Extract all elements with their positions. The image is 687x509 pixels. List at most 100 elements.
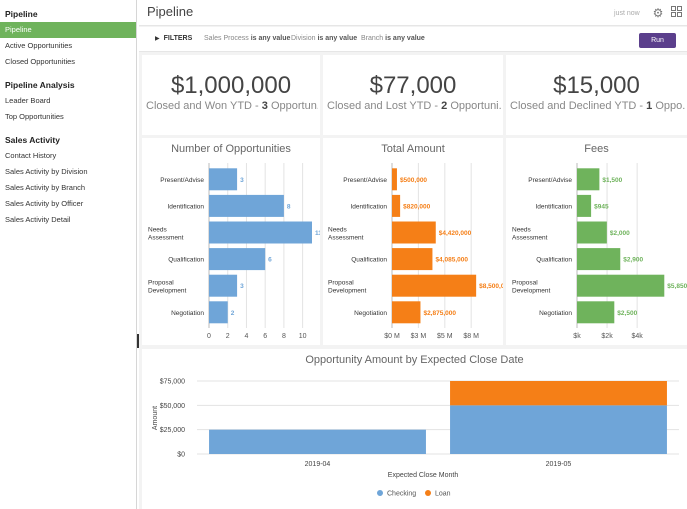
bar [209, 248, 266, 271]
y-tick-label: Needs [512, 227, 532, 234]
data-label: $2,500 [617, 310, 637, 317]
data-label: 3 [240, 177, 244, 184]
y-tick-label: $75,000 [160, 379, 185, 386]
kpi-card-declined: $15,000 Closed and Declined YTD - 1 Oppo… [506, 55, 687, 135]
y-tick-label: Identification [168, 203, 205, 210]
sidebar-item-leader-board[interactable]: Leader Board [5, 96, 51, 105]
x-tick-label: 0 [207, 333, 211, 340]
chart-card-fees: Fees $k $2k $4k $1,500 Present/Advise $945 Ide… [506, 138, 687, 345]
bar [577, 248, 621, 271]
bar [392, 221, 436, 244]
gear-icon[interactable]: ⚙ [652, 6, 664, 20]
sidebar-item-closed-opportunities[interactable]: Closed Opportunities [5, 57, 76, 66]
data-label: $1,500 [602, 177, 622, 184]
x-tick-label: $k [573, 333, 581, 340]
kpi-card-won: $1,000,000 Closed and Won YTD - 3 Opport… [142, 55, 320, 135]
data-label: $2,000 [610, 230, 630, 237]
filter-branch[interactable]: Branch is any value [361, 35, 425, 42]
legend-marker [425, 490, 431, 496]
data-label: $500,000 [400, 177, 427, 184]
bar-segment [209, 429, 426, 454]
sidebar-item-sales-activity-by-officer[interactable]: Sales Activity by Officer [5, 199, 84, 208]
sidebar-item-top-opportunities[interactable]: Top Opportunities [5, 112, 64, 121]
data-label: $2,900 [623, 257, 643, 264]
data-label: $5,850 [667, 283, 687, 290]
x-tick-label: 10 [299, 333, 307, 340]
bar [577, 194, 592, 217]
kpi-value: $1,000,000 [170, 72, 292, 99]
sidebar-item-sales-activity-by-division[interactable]: Sales Activity by Division [5, 167, 88, 176]
bar [392, 168, 397, 191]
bar [209, 194, 284, 217]
sidebar-item-pipeline[interactable]: Pipeline [0, 22, 136, 38]
data-label: 8 [287, 203, 291, 210]
filter-division[interactable]: Division is any value [291, 35, 357, 42]
data-label: 2 [231, 310, 235, 317]
data-label: $4,420,000 [439, 230, 472, 237]
y-tick-label: Proposal [148, 280, 174, 287]
sidebar-item-contact-history[interactable]: Contact History [5, 151, 57, 160]
top-bar: Pipeline just now ⚙ [139, 0, 687, 26]
data-label: 6 [268, 257, 272, 264]
data-label: $8,500,000 [479, 283, 503, 290]
data-label: $945 [594, 203, 609, 210]
x-tick-label: $3 M [411, 333, 427, 340]
bar [209, 301, 228, 324]
x-tick-label: 6 [263, 333, 267, 340]
x-axis-label: Expected Close Month [388, 472, 459, 479]
grid-icon[interactable] [669, 6, 683, 20]
bar-chart-total-amount: $0 M $3 M $5 M $8 M $500,000 Present/Advise $8… [328, 163, 503, 340]
y-tick-label: Qualification [168, 257, 204, 264]
x-tick-label: $8 M [463, 333, 479, 340]
caret-right-icon: ▶ [155, 36, 160, 42]
bar-chart-fees: $k $2k $4k $1,500 Present/Advise $945 Identifi… [512, 163, 687, 340]
sidebar-resize-handle[interactable] [137, 334, 139, 348]
filter-name: Sales Process [204, 35, 249, 42]
kpi-value: $15,000 [553, 72, 640, 99]
legend-label: Loan [435, 491, 451, 498]
y-tick-label: Negotiation [354, 310, 387, 317]
x-tick-label: 8 [282, 333, 286, 340]
bar [392, 248, 433, 271]
chart-card-total-amount: Total Amount $0 M $3 M $5 M $8 M $500,000 Pre… [323, 138, 503, 345]
bar [577, 274, 665, 297]
data-label: $2,875,000 [423, 310, 456, 317]
y-tick-label: Development [148, 288, 186, 295]
page-title: Pipeline [147, 4, 194, 19]
bar [392, 274, 477, 297]
run-button[interactable]: Run [639, 33, 676, 48]
y-tick-label: Proposal [512, 280, 538, 287]
sidebar-item-sales-activity-detail[interactable]: Sales Activity Detail [5, 215, 71, 224]
filters-label: FILTERS [163, 35, 193, 42]
y-tick-label: Assessment [512, 235, 548, 242]
kpi-label: Closed and Won YTD - 3 Opportun... [146, 100, 318, 112]
filter-value: is any value [317, 35, 358, 42]
chart-card-opportunities: Number of Opportunities 0 2 4 6 8 10 3 Present/… [142, 138, 320, 345]
y-tick-label: Development [512, 288, 550, 295]
chart-title: Opportunity Amount by Expected Close Dat… [305, 354, 524, 366]
x-tick-label: $0 M [384, 333, 400, 340]
bar-chart-opportunities: 0 2 4 6 8 10 3 Present/Advise 8 Identification 11 N… [148, 163, 320, 340]
y-tick-label: Identification [351, 203, 388, 210]
sidebar-item-sales-activity-by-branch[interactable]: Sales Activity by Branch [5, 183, 86, 192]
filter-sales-process[interactable]: Sales Process is any value [204, 35, 290, 42]
y-tick-label: Proposal [328, 280, 354, 287]
filter-name: Division [291, 35, 316, 42]
sidebar-item-active-opportunities[interactable]: Active Opportunities [5, 41, 73, 50]
filters-toggle[interactable]: ▶ FILTERS [155, 35, 192, 42]
sidebar-heading-pipeline: Pipeline [5, 9, 38, 19]
chart-card-close-date: Opportunity Amount by Expected Close Dat… [142, 349, 687, 509]
bar [209, 274, 238, 297]
filter-value: is any value [385, 35, 425, 42]
bar [392, 301, 421, 324]
x-tick-label: 2019-04 [305, 461, 331, 468]
y-tick-label: Present/Advise [160, 177, 204, 184]
y-tick-label: Qualification [536, 257, 572, 264]
x-tick-label: $5 M [437, 333, 453, 340]
legend-marker [377, 490, 383, 496]
bar [577, 301, 615, 324]
bar-segment [450, 381, 667, 406]
filter-value: is any value [250, 35, 291, 42]
data-label: $820,000 [403, 203, 430, 210]
bar [577, 168, 600, 191]
